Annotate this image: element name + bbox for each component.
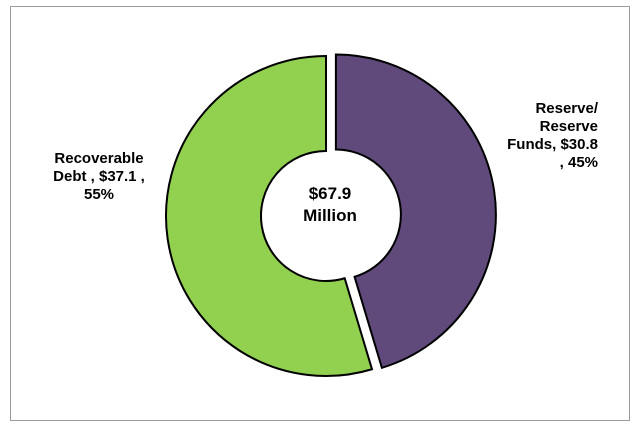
donut-slice-recoverable-debt — [165, 54, 374, 377]
center-total-unit: Million — [303, 206, 357, 225]
center-total-value: $67.9 — [308, 184, 352, 203]
center-total-label: $67.9 Million — [270, 183, 390, 227]
data-label-recoverable-debt: Recoverable Debt , $37.1 , 55% — [53, 150, 145, 203]
data-label-reserve-funds: Reserve/ Reserve Funds, $30.8 , 45% — [507, 100, 598, 171]
donut-slice-reserve-reserve-funds — [334, 53, 497, 370]
